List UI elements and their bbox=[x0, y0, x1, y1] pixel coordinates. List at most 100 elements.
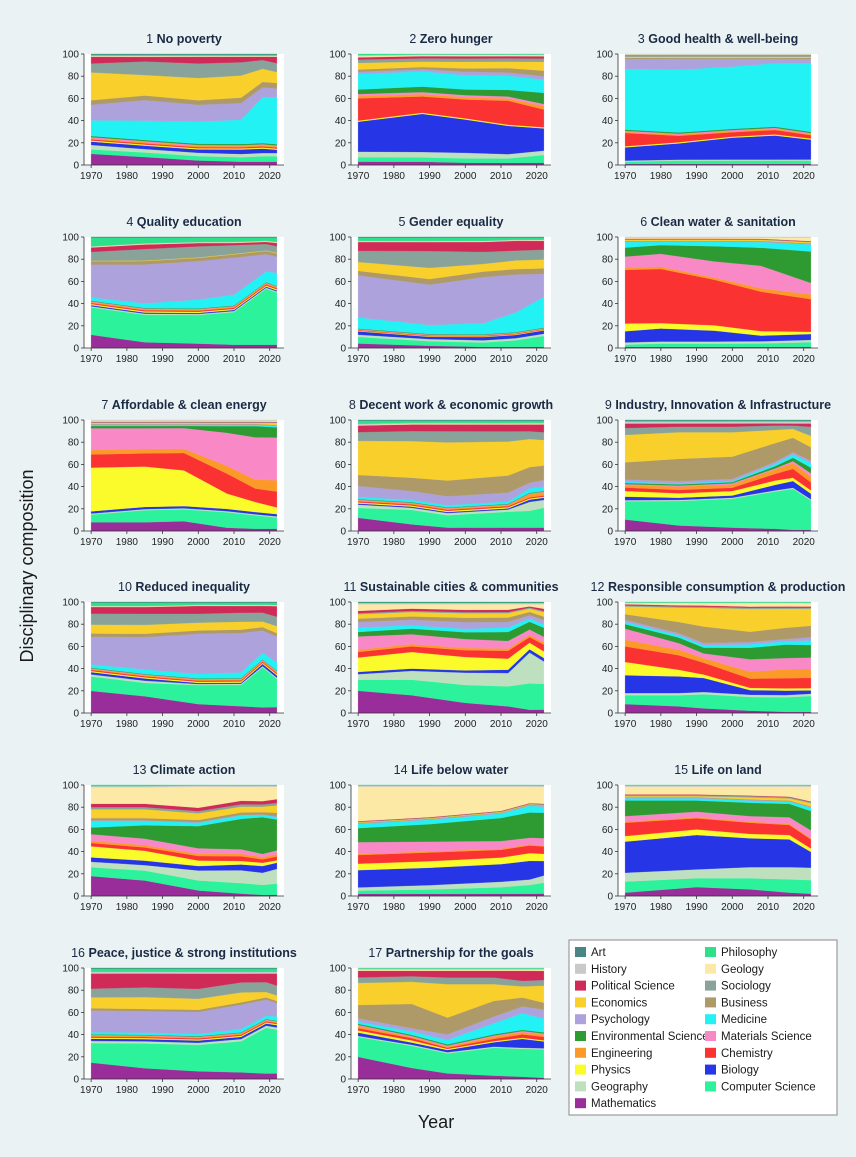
legend-item: Chemistry bbox=[705, 1047, 773, 1060]
y-tick-label: 80 bbox=[68, 986, 80, 997]
legend-swatch bbox=[575, 1014, 586, 1025]
y-tick-label: 0 bbox=[73, 1075, 79, 1086]
panel-number: 16 bbox=[71, 946, 88, 960]
panel-number: 15 bbox=[674, 763, 691, 777]
panel-title-text: Quality education bbox=[137, 215, 242, 229]
area-political-science bbox=[357, 424, 545, 433]
legend-swatch bbox=[705, 1014, 716, 1025]
panel-title-text: Decent work & economic growth bbox=[359, 398, 553, 412]
panel-title: 1 No poverty bbox=[146, 32, 222, 46]
y-tick-label: 20 bbox=[335, 138, 347, 149]
x-tick-label: 2020 bbox=[526, 902, 549, 913]
legend-label: Art bbox=[591, 947, 607, 959]
y-tick-label: 20 bbox=[602, 504, 614, 515]
panel-number: 11 bbox=[343, 580, 359, 594]
legend-swatch bbox=[575, 963, 586, 974]
y-tick-label: 20 bbox=[335, 869, 347, 880]
x-tick-label: 1970 bbox=[80, 537, 103, 548]
chart-panel-3: 3 Good health & well-being 0 20 40 60 80 100 19… bbox=[596, 32, 818, 182]
legend-item: Computer Science bbox=[705, 1081, 816, 1093]
legend-swatch bbox=[705, 997, 716, 1008]
x-tick-label: 1990 bbox=[151, 902, 174, 913]
x-tick-label: 1990 bbox=[151, 719, 174, 730]
panel-title: 3 Good health & well-being bbox=[638, 32, 798, 46]
x-tick-label: 1970 bbox=[614, 171, 637, 182]
area-sociology bbox=[357, 430, 545, 443]
x-tick-label: 1970 bbox=[614, 902, 637, 913]
x-tick-label: 2020 bbox=[793, 719, 816, 730]
y-tick-label: 80 bbox=[68, 72, 80, 83]
panel-number: 4 bbox=[126, 215, 136, 229]
x-tick-label: 2010 bbox=[757, 537, 780, 548]
y-tick-label: 40 bbox=[335, 482, 347, 493]
panel-number: 12 bbox=[591, 580, 608, 594]
panel-title: 12 Responsible consumption & production bbox=[591, 580, 846, 594]
x-tick-label: 2020 bbox=[793, 171, 816, 182]
chart-panel-10: 10 Reduced inequality 0 20 40 60 80 100 1970 198… bbox=[62, 580, 284, 730]
panel-title: 16 Peace, justice & strong institutions bbox=[71, 946, 297, 960]
x-tick-label: 1980 bbox=[383, 719, 406, 730]
panel-title: 4 Quality education bbox=[126, 215, 241, 229]
x-tick-label: 2020 bbox=[526, 1085, 549, 1096]
y-tick-label: 20 bbox=[68, 138, 80, 149]
y-tick-label: 60 bbox=[68, 94, 80, 105]
area-art bbox=[624, 419, 812, 421]
legend: Art Philosophy History Geology Political Sci… bbox=[568, 939, 838, 1116]
y-tick-label: 80 bbox=[602, 72, 614, 83]
x-axis-title: Year bbox=[418, 1112, 454, 1132]
y-tick-label: 0 bbox=[73, 161, 79, 172]
legend-swatch bbox=[705, 1047, 716, 1058]
legend-item: Sociology bbox=[705, 980, 771, 993]
chart-panel-16: 16 Peace, justice & strong institutions 0… bbox=[62, 946, 297, 1096]
y-tick-label: 100 bbox=[62, 964, 79, 975]
chart-panel-17: 17 Partnership for the goals 0 20 40 60 80 100… bbox=[329, 946, 551, 1096]
y-tick-label: 100 bbox=[329, 781, 346, 792]
y-tick-label: 0 bbox=[607, 892, 613, 903]
x-tick-label: 1970 bbox=[614, 354, 637, 365]
y-tick-label: 0 bbox=[340, 709, 346, 720]
panel-number: 5 bbox=[399, 215, 409, 229]
legend-item: Economics bbox=[575, 997, 647, 1009]
x-tick-label: 1970 bbox=[80, 171, 103, 182]
legend-label: Chemistry bbox=[721, 1048, 773, 1060]
panel-title: 9 Industry, Innovation & Infrastructure bbox=[605, 398, 831, 412]
x-tick-label: 1980 bbox=[383, 171, 406, 182]
area-geology bbox=[90, 420, 278, 422]
legend-label: Computer Science bbox=[721, 1081, 816, 1093]
y-tick-label: 60 bbox=[602, 94, 614, 105]
x-tick-label: 1990 bbox=[151, 537, 174, 548]
x-tick-label: 2020 bbox=[526, 719, 549, 730]
panel-title-text: Responsible consumption & production bbox=[608, 580, 846, 594]
y-tick-label: 20 bbox=[335, 1052, 347, 1063]
y-tick-label: 80 bbox=[602, 620, 614, 631]
x-tick-label: 1970 bbox=[347, 537, 370, 548]
area-art bbox=[90, 967, 278, 969]
y-tick-label: 80 bbox=[602, 438, 614, 449]
x-tick-label: 2000 bbox=[187, 719, 210, 730]
y-tick-label: 80 bbox=[335, 986, 347, 997]
x-tick-label: 1980 bbox=[383, 537, 406, 548]
x-tick-label: 1970 bbox=[347, 171, 370, 182]
y-tick-label: 20 bbox=[335, 321, 347, 332]
legend-box bbox=[568, 939, 838, 1116]
y-tick-label: 100 bbox=[62, 781, 79, 792]
x-tick-label: 1990 bbox=[151, 1085, 174, 1096]
y-tick-label: 100 bbox=[596, 233, 613, 244]
legend-label: Physics bbox=[591, 1065, 631, 1077]
panel-title: 5 Gender equality bbox=[399, 215, 504, 229]
panel-title: 11 Sustainable cities & communities bbox=[343, 580, 558, 594]
legend-label: Medicine bbox=[721, 1014, 767, 1026]
x-tick-label: 1980 bbox=[116, 354, 139, 365]
chart-panel-5: 5 Gender equality 0 20 40 60 80 100 1970 1980 199… bbox=[329, 215, 551, 365]
y-tick-label: 0 bbox=[340, 527, 346, 538]
y-tick-label: 100 bbox=[329, 416, 346, 427]
chart-panel-15: 15 Life on land 0 20 40 60 80 100 1970 1980 1990 2… bbox=[596, 763, 818, 913]
x-tick-label: 2010 bbox=[490, 902, 513, 913]
y-tick-label: 60 bbox=[602, 642, 614, 653]
area-history bbox=[624, 785, 812, 787]
y-tick-label: 100 bbox=[596, 781, 613, 792]
area-philosophy bbox=[90, 54, 278, 56]
y-tick-label: 40 bbox=[335, 299, 347, 310]
